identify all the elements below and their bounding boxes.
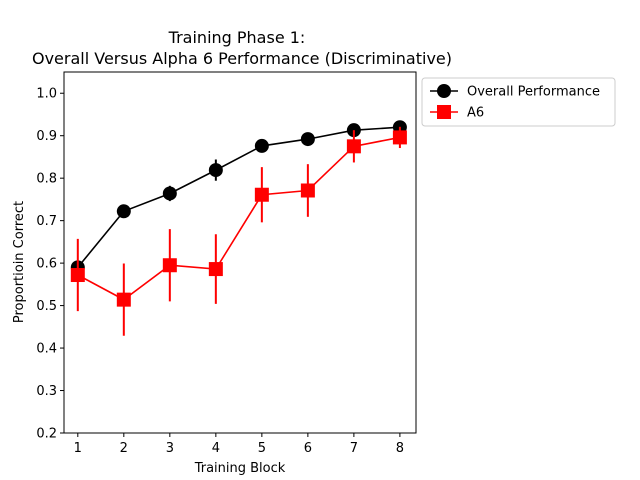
plot-area: 1 2 3 4 5 6 7 8 0.2 0.3 0.4 0.5 0.6 0.7 0.8 0.9 1.0 xyxy=(36,71,417,456)
data-point-overall xyxy=(208,163,223,178)
y-tick-label: 0.8 xyxy=(36,172,57,187)
y-axis-label: Proportioin Correct xyxy=(12,201,27,323)
x-tick-label: 1 xyxy=(74,441,82,456)
legend-marker-a6 xyxy=(437,105,451,119)
x-tick-label: 2 xyxy=(120,441,128,456)
x-tick-label: 7 xyxy=(350,441,358,456)
data-point-a6 xyxy=(300,183,315,198)
data-point-overall xyxy=(162,186,177,201)
series-line-a6 xyxy=(77,136,401,301)
data-point-a6 xyxy=(116,292,131,307)
legend-marker-overall xyxy=(437,84,451,98)
x-tick-label: 3 xyxy=(166,441,174,456)
series-line-overall xyxy=(77,126,400,268)
data-point-a6 xyxy=(162,258,177,273)
data-point-a6 xyxy=(346,139,361,154)
x-tick-label: 4 xyxy=(212,441,220,456)
x-tick-label: 8 xyxy=(396,441,404,456)
data-point-a6 xyxy=(254,187,269,202)
data-point-overall xyxy=(254,138,269,153)
axes-frame xyxy=(63,71,417,434)
chart-title-line2: Overall Versus Alpha 6 Performance (Disc… xyxy=(32,49,452,68)
y-tick-label: 0.2 xyxy=(36,427,57,442)
data-point-a6 xyxy=(70,268,85,283)
y-tick-label: 0.3 xyxy=(36,384,57,399)
data-point-overall xyxy=(300,132,315,147)
legend-label-overall: Overall Performance xyxy=(467,85,600,100)
y-tick-label: 0.4 xyxy=(36,342,57,357)
chart-title-line1: Training Phase 1: xyxy=(168,28,306,47)
legend: Overall Performance A6 xyxy=(421,77,616,127)
data-point-a6 xyxy=(208,262,223,277)
data-point-a6 xyxy=(392,130,407,145)
x-tick-label: 5 xyxy=(258,441,266,456)
legend-label-a6: A6 xyxy=(467,106,484,121)
legend-box xyxy=(421,77,616,127)
y-tick-label: 0.9 xyxy=(36,129,57,144)
y-tick-label: 0.7 xyxy=(36,214,57,229)
y-tick-label: 0.6 xyxy=(36,257,57,272)
y-tick-label: 1.0 xyxy=(36,87,57,102)
y-tick-label: 0.5 xyxy=(36,299,57,314)
x-tick-label: 6 xyxy=(304,441,312,456)
x-axis-label: Training Block xyxy=(194,461,286,476)
data-point-overall xyxy=(116,204,131,219)
